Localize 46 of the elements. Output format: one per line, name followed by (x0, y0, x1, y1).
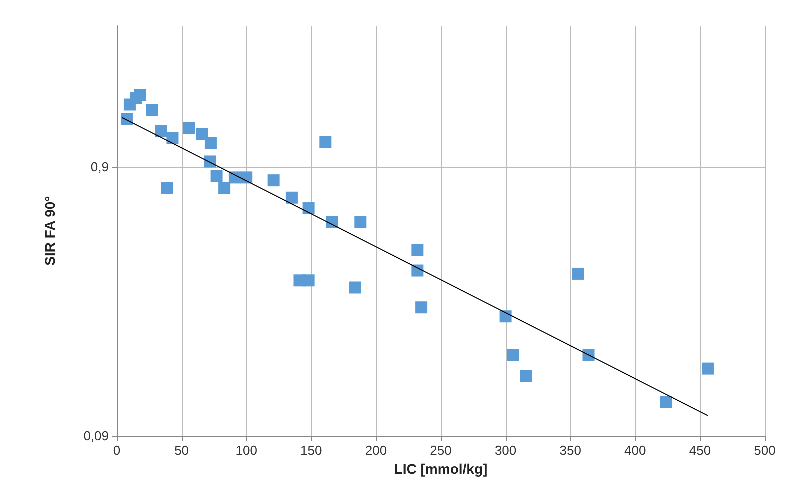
point (218, 182, 231, 194)
point (196, 128, 208, 140)
point (416, 302, 428, 314)
point (120, 113, 133, 126)
x-tick-label: 350 (560, 443, 582, 458)
x-tick-label: 100 (236, 443, 258, 458)
x-tick-label: 50 (174, 443, 190, 458)
x-tick-label: 300 (494, 443, 517, 458)
point (210, 170, 223, 182)
point (286, 192, 298, 204)
point (166, 132, 179, 144)
point (183, 122, 196, 134)
point (520, 370, 532, 382)
x-tick-label: 200 (365, 443, 388, 458)
point (146, 104, 158, 116)
point (412, 244, 424, 256)
point (660, 396, 673, 408)
y-axis-title: SIR FA 90° (42, 196, 58, 266)
point (702, 362, 714, 375)
point (320, 136, 332, 148)
point (412, 264, 424, 277)
point (354, 216, 367, 228)
point (134, 89, 146, 102)
point (500, 310, 512, 323)
point (349, 282, 362, 294)
x-tick-label: 0 (113, 443, 121, 458)
y-tick-label: 0,9 (90, 159, 109, 174)
point (204, 156, 216, 168)
y-tick-label: 0,09 (84, 428, 109, 444)
point (302, 274, 315, 287)
point (507, 349, 520, 362)
point (302, 202, 315, 215)
point (268, 174, 280, 187)
point (326, 216, 338, 228)
x-axis-title: LIC [mmol/kg] (394, 461, 488, 477)
point (582, 349, 595, 362)
point (155, 125, 168, 138)
point (240, 172, 253, 184)
x-tick-label: 250 (430, 443, 452, 458)
x-tick-label: 500 (754, 443, 776, 458)
point (572, 268, 584, 280)
x-tick-label: 150 (300, 443, 322, 458)
point (161, 182, 174, 194)
point (204, 137, 217, 150)
x-tick-label: 450 (689, 443, 712, 458)
x-tick-label: 400 (624, 443, 646, 458)
